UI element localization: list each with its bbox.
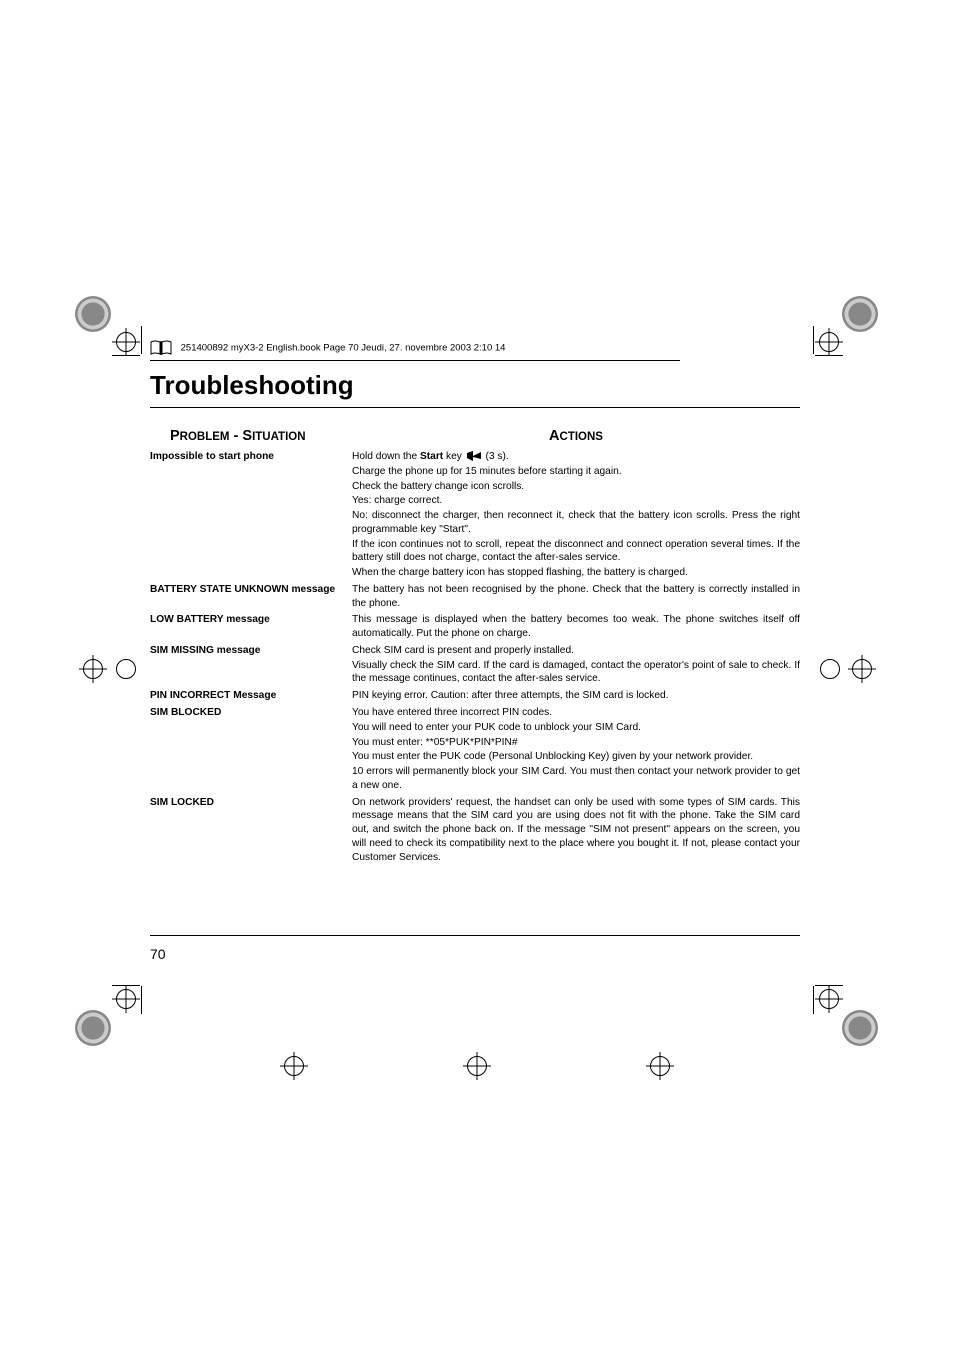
action-line: You have entered three incorrect PIN cod… [352, 706, 800, 720]
table-row: BATTERY STATE UNKNOWN messageThe battery… [150, 583, 800, 612]
action-line: You must enter the PUK code (Personal Un… [352, 750, 800, 764]
chapter-title: Troubleshooting [150, 370, 800, 401]
page-number: 70 [150, 946, 800, 962]
table-row: SIM MISSING messageCheck SIM card is pre… [150, 644, 800, 687]
problem-heading: PROBLEM - SITUATION [150, 428, 352, 444]
action-line: On network providers' request, the hands… [352, 796, 800, 865]
action-cell: PIN keying error. Caution: after three a… [352, 689, 800, 704]
action-line: You will need to enter your PUK code to … [352, 721, 800, 735]
action-line: 10 errors will permanently block your SI… [352, 765, 800, 793]
table-row: Impossible to start phoneHold down the S… [150, 450, 800, 581]
bottom-rule [150, 935, 800, 936]
columns-header: PROBLEM - SITUATION ACTIONS [150, 428, 800, 444]
page-content: Troubleshooting PROBLEM - SITUATION ACTI… [150, 310, 800, 962]
action-line: Yes: charge correct. [352, 494, 800, 508]
action-cell: This message is displayed when the batte… [352, 613, 800, 642]
action-line: Hold down the Start key (3 s). [352, 450, 800, 464]
action-line: Visually check the SIM card. If the card… [352, 659, 800, 687]
action-line: The battery has not been recognised by t… [352, 583, 800, 611]
problem-cell: BATTERY STATE UNKNOWN message [150, 583, 352, 612]
action-line: This message is displayed when the batte… [352, 613, 800, 641]
action-line: No: disconnect the charger, then reconne… [352, 509, 800, 537]
problem-cell: SIM LOCKED [150, 796, 352, 866]
action-cell: On network providers' request, the hands… [352, 796, 800, 866]
table-row: PIN INCORRECT MessagePIN keying error. C… [150, 689, 800, 704]
action-cell: Hold down the Start key (3 s).Charge the… [352, 450, 800, 581]
table-row: SIM LOCKEDOn network providers' request,… [150, 796, 800, 866]
action-cell: Check SIM card is present and properly i… [352, 644, 800, 687]
action-line: Charge the phone up for 15 minutes befor… [352, 465, 800, 479]
problem-cell: SIM MISSING message [150, 644, 352, 687]
action-line: Check the battery change icon scrolls. [352, 480, 800, 494]
table-row: LOW BATTERY messageThis message is displ… [150, 613, 800, 642]
action-cell: You have entered three incorrect PIN cod… [352, 706, 800, 794]
action-line: PIN keying error. Caution: after three a… [352, 689, 800, 703]
action-line: When the charge battery icon has stopped… [352, 566, 800, 580]
action-line: If the icon continues not to scroll, rep… [352, 538, 800, 566]
start-key-icon [465, 450, 483, 462]
problem-cell: LOW BATTERY message [150, 613, 352, 642]
problem-cell: Impossible to start phone [150, 450, 352, 581]
problem-cell: PIN INCORRECT Message [150, 689, 352, 704]
action-line: Check SIM card is present and properly i… [352, 644, 800, 658]
problem-cell: SIM BLOCKED [150, 706, 352, 794]
title-rule [150, 407, 800, 408]
table-row: SIM BLOCKEDYou have entered three incorr… [150, 706, 800, 794]
action-line: You must enter: **05*PUK*PIN*PIN# [352, 736, 800, 750]
actions-heading: ACTIONS [352, 428, 800, 444]
troubleshooting-table: Impossible to start phoneHold down the S… [150, 450, 800, 865]
action-cell: The battery has not been recognised by t… [352, 583, 800, 612]
